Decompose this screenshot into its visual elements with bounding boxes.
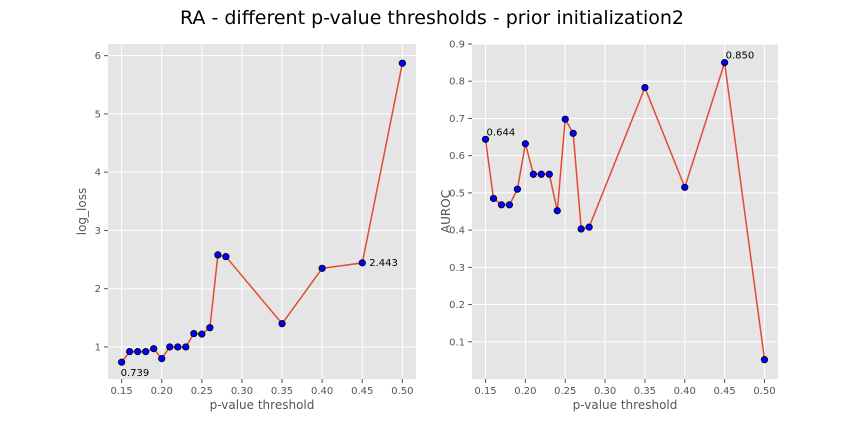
figure-title: RA - different p-value thresholds - prio… [180, 7, 684, 29]
x-tick-label: 0.25 [554, 386, 576, 397]
data-annotation: 0.644 [487, 127, 516, 138]
y-tick-label: 6 [95, 51, 101, 62]
y-tick-label: 0.6 [449, 151, 465, 162]
x-tick-label: 0.15 [111, 386, 133, 397]
x-tick-label: 0.40 [311, 386, 333, 397]
data-point [166, 343, 174, 351]
y-tick-label: 0.4 [449, 226, 465, 237]
x-axis-title: p-value threshold [210, 398, 315, 412]
data-point [134, 348, 142, 356]
x-tick-label: 0.45 [351, 386, 373, 397]
data-point [489, 194, 498, 203]
x-tick-label: 0.20 [151, 386, 173, 397]
y-tick-label: 5 [95, 109, 101, 120]
x-tick-label: 0.35 [271, 386, 293, 397]
y-tick-label: 4 [95, 168, 101, 179]
y-axis-title: AUROC [439, 190, 453, 233]
data-point [569, 129, 577, 137]
data-point [537, 170, 545, 178]
y-tick-label: 0.2 [449, 300, 465, 311]
x-tick-label: 0.15 [474, 386, 496, 397]
y-tick-label: 0.5 [449, 188, 465, 199]
data-point [481, 135, 490, 143]
data-point [497, 201, 506, 209]
y-tick-label: 0.7 [449, 114, 465, 125]
y-tick-label: 0.9 [449, 40, 465, 51]
data-point [118, 358, 126, 366]
y-tick-label: 0.1 [449, 337, 465, 348]
y-axis-title: log_loss [75, 188, 89, 235]
x-tick-label: 0.35 [634, 386, 656, 397]
x-tick-label: 0.50 [753, 386, 775, 397]
data-point [358, 259, 366, 267]
data-point [214, 251, 222, 259]
x-tick-label: 0.50 [391, 386, 413, 397]
y-tick-label: 0.3 [449, 263, 465, 274]
data-point [318, 264, 326, 272]
data-point [198, 330, 206, 338]
data-point [505, 201, 514, 209]
data-annotation: 2.443 [369, 258, 398, 269]
data-point [553, 207, 561, 215]
data-point [513, 185, 522, 193]
plot-area-background [108, 44, 416, 379]
x-tick-label: 0.25 [191, 386, 213, 397]
chart-panel-log-loss: 1 2 3 4 5 6 0.15 0.20 0.25 0.30 0.35 0.40 0.45 0.50 p-… [75, 44, 416, 412]
x-tick-label: 0.30 [594, 386, 616, 397]
data-point [182, 343, 190, 351]
data-point [206, 324, 214, 332]
x-tick-label: 0.20 [514, 386, 536, 397]
data-point [398, 59, 406, 67]
x-tick-label: 0.30 [231, 386, 253, 397]
x-tick-label: 0.45 [713, 386, 735, 397]
data-point [142, 348, 150, 356]
y-tick-label: 0.8 [449, 77, 465, 88]
data-point [190, 329, 198, 338]
data-point [126, 348, 134, 356]
y-tick-label: 2 [95, 284, 101, 295]
x-tick-label: 0.40 [674, 386, 696, 397]
data-point [529, 170, 537, 178]
data-point [585, 223, 593, 231]
data-point [174, 343, 182, 351]
data-annotation: 0.739 [121, 368, 150, 379]
data-point [641, 83, 649, 92]
data-point [561, 115, 569, 123]
plot-area-background [472, 44, 778, 379]
data-point [545, 170, 553, 178]
data-point [760, 356, 769, 364]
data-point [577, 225, 585, 233]
data-point [721, 59, 729, 67]
data-point [278, 320, 286, 328]
y-tick-label: 3 [95, 226, 101, 237]
data-point [150, 345, 158, 353]
data-point [222, 253, 230, 261]
data-point [681, 183, 689, 191]
data-annotation: 0.850 [726, 51, 755, 62]
y-tick-label: 1 [95, 342, 101, 353]
x-axis-title: p-value threshold [573, 398, 678, 412]
data-point [158, 355, 166, 363]
data-point [521, 140, 529, 148]
chart-panel-auroc: 0.1 0.2 0.3 0.4 0.5 0.6 0.7 0.8 0.9 0.15 0.20 0.25 0… [439, 40, 778, 412]
